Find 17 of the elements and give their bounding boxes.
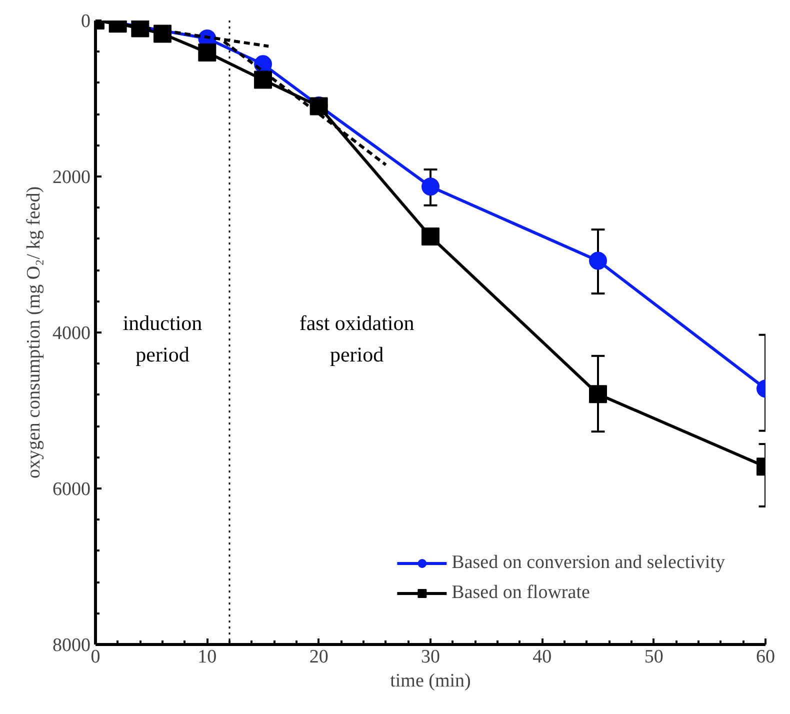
- y-tick-label: 4000: [52, 323, 90, 344]
- x-tick-label: 60: [756, 646, 775, 668]
- y-tick-label: 6000: [52, 479, 90, 500]
- legend-label: Based on conversion and selectivity: [452, 552, 725, 574]
- x-tick-label: 20: [309, 646, 328, 668]
- y-axis-title: oxygen consumption (mg O₂/ kg feed): [24, 186, 44, 479]
- y-tick-label: 8000: [52, 635, 90, 656]
- y-tick-label: 0: [81, 11, 90, 32]
- x-tick-label: 50: [644, 646, 664, 668]
- x-tick-label: 10: [198, 646, 217, 668]
- x-tick-label: 40: [532, 646, 552, 668]
- x-axis-title: time (min): [390, 670, 471, 692]
- legend-label: Based on flowrate: [452, 582, 590, 604]
- annotation: induction period: [122, 311, 203, 366]
- x-tick-label: 30: [421, 646, 440, 668]
- y-tick-label: 2000: [52, 167, 90, 188]
- annotation: fast oxidation period: [299, 311, 415, 366]
